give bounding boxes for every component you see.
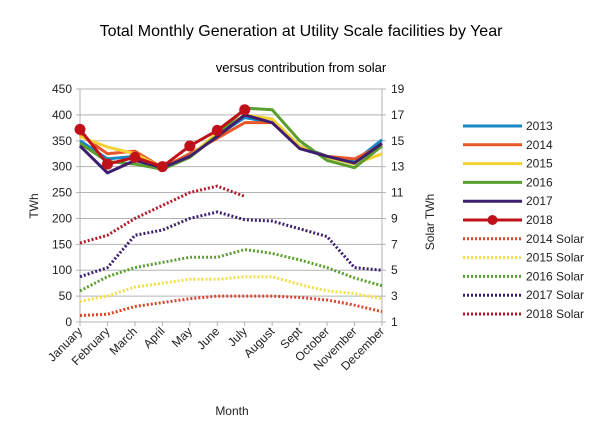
x-tick-label: March	[107, 324, 140, 357]
series-line-2015-solar	[79, 275, 383, 303]
data-point-2018	[129, 151, 141, 163]
data-point-2018	[74, 123, 86, 135]
y2-tick-label: 19	[391, 82, 405, 96]
x-tick-label: June	[194, 324, 223, 353]
y-tick-label: 400	[52, 108, 72, 122]
series-group	[74, 104, 383, 318]
y-tick-label: 350	[52, 134, 72, 148]
y2-axis-label: Solar TWh	[423, 194, 437, 250]
y-tick-label: 450	[52, 82, 72, 96]
legend-label-2015-solar: 2015 Solar	[526, 251, 584, 265]
x-axis-label: Month	[215, 404, 248, 418]
legend-label-2017: 2017	[526, 194, 553, 208]
y2-tick-label: 5	[391, 263, 398, 277]
x-tick-label: April	[141, 324, 168, 351]
legend-label-2018-solar: 2018 Solar	[526, 307, 584, 321]
y2-tick-label: 15	[391, 134, 405, 148]
legend-label-2014: 2014	[526, 138, 553, 152]
data-point-2018	[211, 124, 223, 136]
y-axis-left: 0 50 100 150 200 250 300 350 400 450	[52, 82, 80, 329]
series-line-2014-solar	[79, 294, 383, 318]
x-tick-label: August	[241, 324, 278, 361]
y2-tick-label: 1	[391, 315, 398, 329]
y2-tick-label: 9	[391, 211, 398, 225]
data-point-2018	[101, 158, 113, 170]
legend-label-2017-solar: 2017 Solar	[526, 288, 584, 302]
data-point-2018	[184, 140, 196, 152]
legend-label-2014-solar: 2014 Solar	[526, 232, 584, 246]
data-point-2018	[156, 161, 168, 173]
chart-title: Total Monthly Generation at Utility Scal…	[100, 23, 504, 40]
data-point-2018	[239, 104, 251, 116]
legend-label-2013: 2013	[526, 119, 553, 133]
y2-tick-label: 11	[391, 186, 404, 200]
y-tick-label: 200	[52, 211, 72, 225]
chart-subtitle: versus contribution from solar	[216, 60, 387, 75]
series-line-2018-solar	[79, 184, 246, 245]
legend-label-2015: 2015	[526, 157, 553, 171]
y-tick-label: 250	[52, 186, 72, 200]
y2-tick-label: 17	[391, 108, 405, 122]
legend-label-2018: 2018	[526, 213, 553, 227]
series-line-2017-solar	[79, 210, 383, 279]
series-line-2016-solar	[79, 248, 383, 293]
legend-marker-2018	[487, 215, 498, 225]
legend-label-2016: 2016	[526, 175, 553, 189]
y-tick-label: 0	[65, 315, 72, 329]
y-tick-label: 150	[52, 237, 72, 251]
y2-tick-label: 7	[391, 237, 398, 251]
series-line-2017	[78, 113, 383, 175]
y2-tick-label: 3	[391, 289, 398, 303]
y-axis-label: TWh	[27, 193, 41, 218]
x-tick-label: May	[169, 324, 195, 350]
y-tick-label: 100	[52, 263, 72, 277]
y-tick-label: 50	[59, 289, 73, 303]
y2-tick-label: 13	[391, 160, 405, 174]
legend-label-2016-solar: 2016 Solar	[526, 269, 584, 283]
legend: 2013 2014 2015 2016 2017 2018 2014 Solar 2015 S…	[463, 119, 584, 321]
y-tick-label: 300	[52, 160, 72, 174]
